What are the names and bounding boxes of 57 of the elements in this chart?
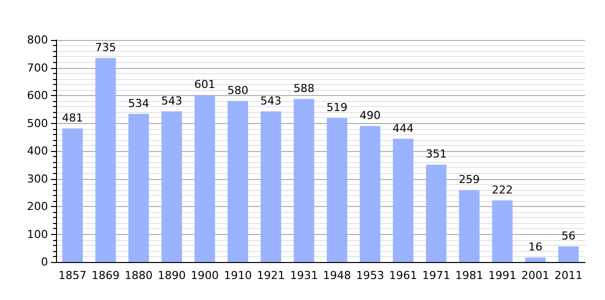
bar [459,190,480,262]
bar [260,111,282,262]
x-tick-label: 1890 [158,269,186,282]
x-tick-label: 1900 [190,269,219,282]
bar [392,138,414,262]
data-label: 481 [62,112,84,125]
data-label: 56 [561,229,576,242]
data-label: 490 [360,109,381,122]
bar [525,258,546,262]
y-tick-label: 700 [27,61,48,74]
data-label: 444 [392,122,414,135]
data-label: 16 [528,240,542,254]
x-tick-label: 1971 [422,269,450,282]
data-label: 543 [260,94,282,108]
x-tick-label: 1961 [389,269,418,282]
data-label: 588 [293,82,314,95]
x-tick-label: 1880 [124,269,153,282]
bar [558,246,579,262]
y-tick-label: 500 [27,116,48,130]
bar [62,128,83,262]
bar [228,101,248,262]
data-label: 735 [95,41,116,54]
x-tick-label: 1869 [92,269,120,282]
bar [326,118,348,262]
data-label: 259 [458,173,480,186]
x-tick-label: 1981 [455,269,484,282]
x-tick-label: 1991 [488,269,516,282]
data-label: 534 [128,96,150,110]
y-tick-label: 100 [27,228,48,241]
bar [492,200,513,262]
bar [95,58,116,262]
y-tick-label: 300 [27,172,48,186]
x-tick-label: 2011 [554,269,582,282]
y-tick-label: 800 [27,34,48,46]
bar [360,126,380,262]
data-label: 543 [161,94,182,108]
x-tick-label: 1948 [323,269,352,282]
x-tick-label: 1857 [58,269,87,282]
x-tick-label: 1921 [256,269,285,282]
y-tick-label: 200 [27,200,48,213]
x-tick-label: 1953 [356,269,384,282]
data-label: 351 [426,148,447,161]
data-label: 519 [326,100,348,114]
data-label: 222 [492,183,513,196]
bar [194,95,216,262]
data-label: 601 [194,78,216,92]
data-label: 580 [227,84,248,98]
bar [294,98,314,262]
y-tick-label: 0 [41,256,48,268]
bar [426,164,446,262]
x-tick-label: 1931 [290,269,318,282]
bar [128,114,149,262]
x-tick-label: 2001 [521,269,550,282]
x-tick-label: 1910 [224,269,252,282]
y-tick-label: 400 [27,144,48,158]
bar [161,111,182,262]
y-tick-label: 600 [27,89,48,102]
